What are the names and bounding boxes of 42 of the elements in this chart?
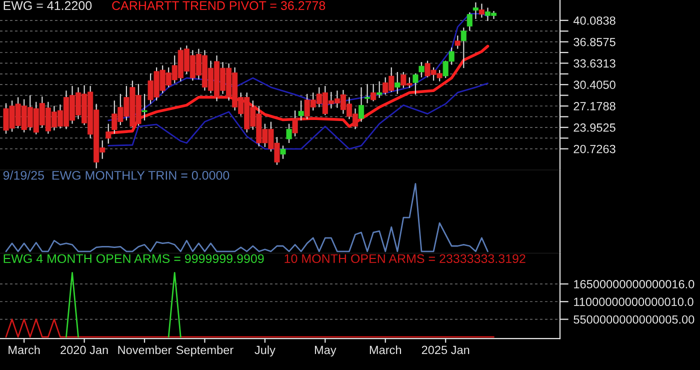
y-tick-label: 36.8575: [574, 38, 616, 46]
text: CARHARTT TREND PIVOT = 36.2778: [112, 1, 326, 10]
y-tick-label: 30.4050: [574, 80, 616, 89]
y-tick-label: 40.0838: [573, 16, 616, 25]
candlestick: [358, 86, 364, 122]
candlestick: [364, 83, 370, 104]
y-tick-label: 5500000000000005.00: [574, 315, 694, 324]
text: 9/19/25 EWG MONTHLY TRIN = 0.0000: [3, 170, 230, 180]
candlestick: [454, 34, 460, 50]
y-tick-label: 16500000000000016.0: [574, 280, 694, 288]
text: 10 MONTH OPEN ARMS = 23333333.3192: [284, 254, 526, 264]
x-tick-label: 2025 Jan: [422, 346, 470, 354]
x-tick-label: March: [370, 345, 402, 354]
candlestick: [286, 123, 292, 144]
candlestick: [292, 110, 298, 137]
candlestick: [478, 3, 484, 18]
x-tick-label: May: [314, 346, 336, 356]
line-series: [108, 82, 488, 150]
y-tick-label: 11000000000000010.0: [574, 298, 694, 306]
candlestick: [280, 145, 286, 160]
candlestick: [418, 62, 424, 78]
y-tick-label: 27.1788: [574, 102, 616, 110]
x-tick-label: March: [8, 345, 40, 354]
text: EWG 4 MONTH OPEN ARMS = 9999999.9909: [4, 254, 264, 264]
candlestick: [460, 27, 466, 69]
x-tick-label: September: [176, 345, 234, 356]
y-tick-label: 33.6313: [574, 59, 616, 68]
y-tick-label: 23.9525: [574, 123, 616, 132]
x-tick-label: July: [254, 345, 276, 356]
candlestick: [412, 72, 418, 96]
candlestick: [106, 123, 112, 144]
candlestick: [466, 12, 472, 32]
x-tick-label: November: [118, 345, 172, 354]
y-tick-label: 20.7263: [574, 144, 616, 154]
candlestick: [472, 2, 478, 20]
candlestick: [298, 100, 304, 122]
candlestick: [370, 83, 376, 102]
candlestick: [376, 80, 382, 98]
chart-title: EWG = 41.2200: [4, 1, 92, 10]
candlestick: [394, 71, 400, 94]
candlestick: [142, 93, 148, 122]
x-tick-label: 2020 Jan: [60, 346, 108, 354]
